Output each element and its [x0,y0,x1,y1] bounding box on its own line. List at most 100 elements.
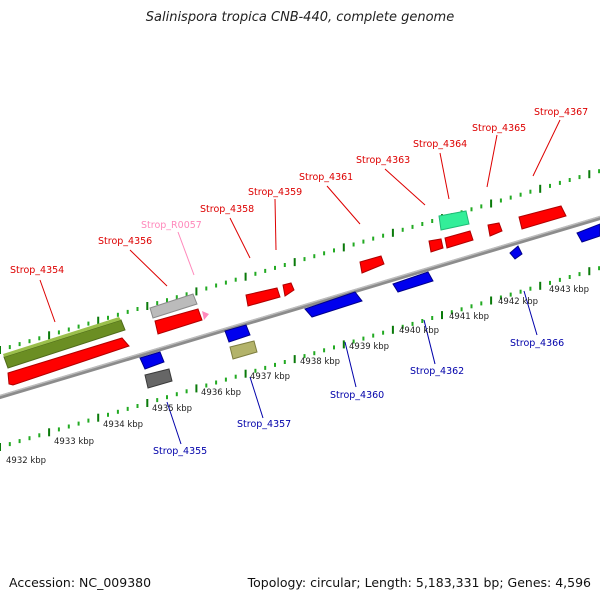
label-strop-4355[interactable]: Strop_4355 [153,446,207,457]
ruler-minor-tick [215,283,218,288]
label-strop-4367[interactable]: Strop_4367 [534,107,588,118]
gene-strop-4360[interactable] [304,291,363,318]
ruler-minor-tick [421,319,424,323]
ruler-minor-tick [568,275,571,279]
ruler-minor-tick [303,354,306,359]
ruler-minor-tick [431,219,434,223]
kbp-label: 4936 kbp [201,388,241,398]
leader-strop-4361 [326,185,361,225]
ruler-minor-tick [401,324,404,329]
label-strop-r0057[interactable]: Strop_R0057 [141,220,202,231]
label-strop-4365[interactable]: Strop_4365 [472,123,526,134]
ruler-minor-tick [274,265,276,270]
ruler-major-tick [490,296,493,305]
ruler-minor-tick [77,324,80,329]
gene-strop-4354-outer[interactable] [3,319,126,369]
label-strop-4366[interactable]: Strop_4366 [510,338,564,349]
ruler-minor-tick [215,380,218,385]
genome-backbone-highlight [0,215,600,397]
leader-strop-4365 [486,134,498,188]
gene-strop-4354[interactable] [7,337,130,386]
ruler-minor-tick [470,304,473,309]
gene-strop-4365[interactable] [487,222,503,237]
gene-strop-4364[interactable] [444,230,474,249]
leader-strop-4357 [249,376,264,419]
kbp-label: 4937 kbp [250,372,290,382]
leader-strop-4366 [523,290,538,336]
ruler-minor-tick [568,178,571,182]
ruler-minor-tick [67,424,70,429]
ruler-minor-tick [578,272,581,277]
kbp-label: 4943 kbp [549,285,589,295]
leader-strop-4358 [229,217,251,259]
gene-strop-4362[interactable] [392,271,434,293]
ruler-minor-tick [107,315,109,320]
label-strop-4359[interactable]: Strop_4359 [248,187,302,198]
ruler-minor-tick [558,277,561,282]
accession-text: Accession: NC_009380 [9,575,152,590]
leader-strop-4363 [384,168,426,206]
gene-strop-4368[interactable] [576,223,600,243]
gene-strop-4357-blue[interactable] [224,324,251,343]
ruler-minor-tick [175,392,178,397]
ruler-major-tick [195,384,198,393]
label-strop-4362[interactable]: Strop_4362 [410,366,464,377]
leader-strop-4367 [532,119,561,177]
ruler-minor-tick [38,433,41,438]
label-strop-4354[interactable]: Strop_4354 [10,265,64,276]
ruler-minor-tick [234,277,237,282]
ruler-major-tick [244,272,247,281]
ruler-minor-tick [313,351,316,356]
ruler-major-tick [293,355,296,364]
gene-strop-4359[interactable] [282,282,295,297]
ruler-major-tick [97,316,100,325]
gene-strop-4367[interactable] [518,205,567,230]
ruler-minor-tick [224,280,227,285]
label-strop-4356[interactable]: Strop_4356 [98,236,152,247]
ruler-minor-tick [499,295,502,300]
ruler-minor-tick [519,289,522,294]
ruler-minor-tick [274,362,276,367]
ruler-minor-tick [509,195,512,200]
gene-strop-4354-outer-top [3,317,121,357]
ruler-major-tick [342,243,345,252]
ruler-minor-tick [57,330,60,335]
ruler-major-tick [0,346,1,354]
gene-strop-4358[interactable] [245,287,281,307]
label-strop-4357[interactable]: Strop_4357 [237,419,291,430]
leader-strop-4360 [344,341,357,388]
ruler-minor-tick [156,398,159,403]
ruler-minor-tick [480,204,483,209]
label-strop-4358[interactable]: Strop_4358 [200,204,254,215]
gene-strop-4355[interactable] [144,368,173,389]
ruler-major-tick [539,184,542,193]
gene-strop-4355-a[interactable] [139,351,165,370]
ruler-major-tick [588,170,591,179]
gene-strop-4364-selected[interactable] [438,210,470,231]
gene-strop-4357[interactable] [229,340,258,360]
gene-strop-4356-grey[interactable] [149,293,198,319]
gene-strop-4361[interactable] [359,255,385,274]
ruler-minor-tick [431,316,434,320]
label-strop-4364[interactable]: Strop_4364 [413,139,467,150]
ruler-minor-tick [460,307,463,312]
gene-strop-4356[interactable] [154,308,203,335]
label-strop-4361[interactable]: Strop_4361 [299,172,353,183]
label-strop-4363[interactable]: Strop_4363 [356,155,410,166]
ruler-major-tick [391,325,394,334]
ruler-minor-tick [333,248,335,253]
ruler-minor-tick [136,404,139,408]
label-strop-4360[interactable]: Strop_4360 [330,390,384,401]
gene-strop-4366[interactable] [509,245,523,260]
ruler-major-tick [48,331,51,340]
ruler-minor-tick [28,436,31,441]
ruler-minor-tick [166,298,168,303]
gene-strop-4363[interactable] [428,238,444,253]
gene-strop-r0057[interactable] [202,311,209,320]
ruler-minor-tick [382,330,385,335]
kbp-label: 4941 kbp [449,312,489,322]
ruler-minor-tick [18,342,21,347]
kbp-label: 4934 kbp [103,420,143,430]
ruler-minor-tick [38,336,41,341]
